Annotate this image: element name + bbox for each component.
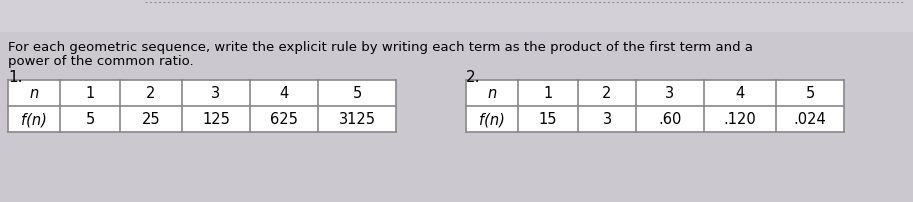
Text: 1: 1 xyxy=(543,86,552,101)
Text: .60: .60 xyxy=(658,112,682,127)
Text: 5: 5 xyxy=(352,86,362,101)
Text: 3: 3 xyxy=(212,86,221,101)
Text: .120: .120 xyxy=(724,112,756,127)
Text: 1: 1 xyxy=(86,86,95,101)
Text: 4: 4 xyxy=(279,86,289,101)
Text: .024: .024 xyxy=(793,112,826,127)
Text: 2: 2 xyxy=(146,86,156,101)
Text: 3125: 3125 xyxy=(339,112,375,127)
Text: 15: 15 xyxy=(539,112,557,127)
Text: 625: 625 xyxy=(270,112,298,127)
Text: 5: 5 xyxy=(86,112,95,127)
Text: 2: 2 xyxy=(603,86,612,101)
Text: f(n): f(n) xyxy=(21,112,47,127)
Bar xyxy=(8,81,396,132)
Text: 3: 3 xyxy=(666,86,675,101)
Text: 4: 4 xyxy=(735,86,745,101)
Text: power of the common ratio.: power of the common ratio. xyxy=(8,55,194,68)
Bar xyxy=(466,81,844,132)
Text: n: n xyxy=(488,86,497,101)
Text: 5: 5 xyxy=(805,86,814,101)
Text: For each geometric sequence, write the explicit rule by writing each term as the: For each geometric sequence, write the e… xyxy=(8,41,753,54)
Text: 1.: 1. xyxy=(8,70,23,85)
Text: 3: 3 xyxy=(603,112,612,127)
Bar xyxy=(0,0,913,33)
Text: 2.: 2. xyxy=(466,70,480,85)
Text: 125: 125 xyxy=(202,112,230,127)
Text: f(n): f(n) xyxy=(479,112,505,127)
Text: 25: 25 xyxy=(142,112,161,127)
Text: n: n xyxy=(29,86,38,101)
